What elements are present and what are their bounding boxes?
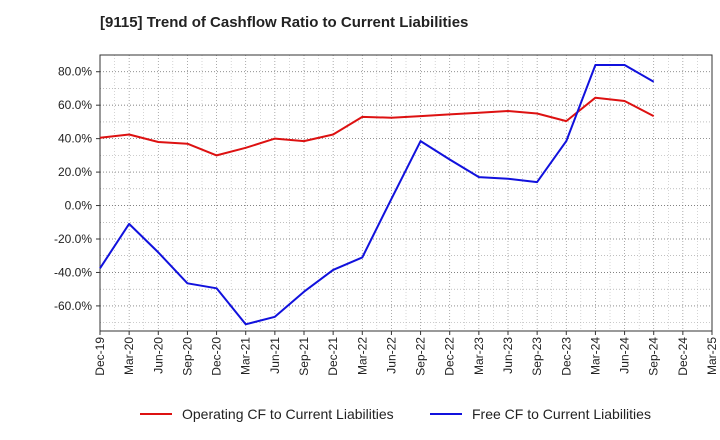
y-tick-label: 40.0% [58,132,92,146]
x-tick-label: Sep-22 [414,337,428,376]
x-tick-label: Mar-25 [705,337,719,375]
x-tick-label: Mar-24 [588,337,602,375]
x-tick-label: Jun-23 [501,337,515,374]
x-tick-label: Dec-22 [443,337,457,376]
y-tick-label: 20.0% [58,165,92,179]
x-tick-label: Dec-23 [559,337,573,376]
y-tick-label: 0.0% [65,199,93,213]
y-tick-label: 80.0% [58,65,92,79]
y-tick-label: 60.0% [58,98,92,112]
x-tick-label: Sep-23 [530,337,544,376]
y-tick-label: -60.0% [54,299,92,313]
x-tick-label: Mar-21 [239,337,253,375]
x-tick-label: Jun-22 [384,337,398,374]
x-tick-label: Mar-20 [122,337,136,375]
x-tick-label: Mar-22 [355,337,369,375]
series-line-2 [99,64,655,326]
legend-label-1: Operating CF to Current Liabilities [182,406,394,422]
legend-label-2: Free CF to Current Liabilities [472,406,651,422]
plot-frame [99,54,713,332]
x-tick-label: Sep-24 [647,337,661,376]
x-tick-label: Dec-20 [210,337,224,376]
x-tick-label: Sep-21 [297,337,311,376]
y-tick-label: -20.0% [54,232,92,246]
x-tick-label: Dec-21 [326,337,340,376]
x-tick-label: Mar-23 [472,337,486,375]
x-tick-label: Jun-20 [151,337,165,374]
x-tick-label: Sep-20 [180,337,194,376]
x-tick-label: Dec-19 [93,337,107,376]
x-tick-label: Dec-24 [676,337,690,376]
x-tick-label: Jun-21 [268,337,282,374]
chart-title: [9115] Trend of Cashflow Ratio to Curren… [100,14,469,31]
x-tick-label: Jun-24 [618,337,632,374]
y-tick-label: -40.0% [54,265,92,279]
series-line-1 [99,96,655,157]
